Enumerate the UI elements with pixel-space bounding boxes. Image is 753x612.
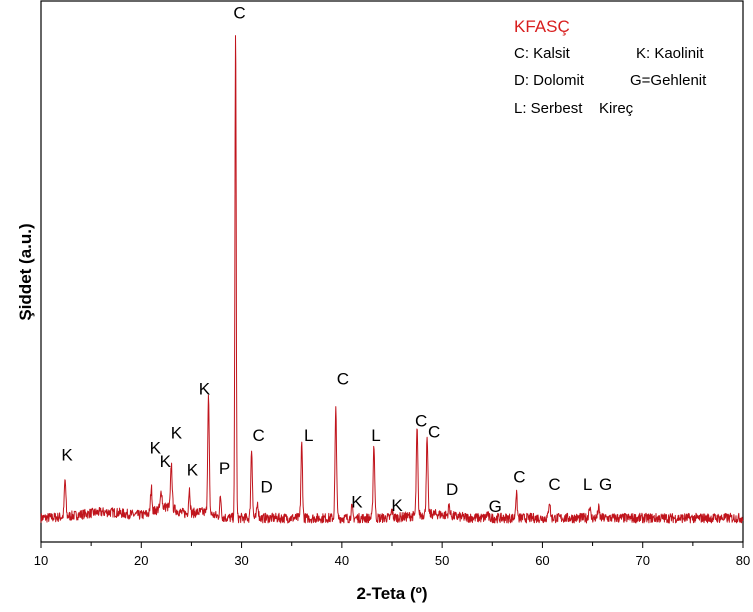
peak-label: C <box>513 468 525 487</box>
peak-label: K <box>160 452 172 471</box>
x-tick-label: 80 <box>736 553 750 568</box>
peak-label: C <box>415 411 427 430</box>
peak-label: K <box>351 492 363 511</box>
peak-label: C <box>233 4 245 23</box>
peak-label: K <box>150 438 162 457</box>
legend: KFASÇ C: Kalsit K: Kaolinit D: Dolomit G… <box>514 17 707 117</box>
peak-label: C <box>428 423 440 442</box>
x-axis-title: 2-Teta (º) <box>356 584 427 603</box>
x-tick-label: 30 <box>234 553 248 568</box>
peak-label: K <box>391 496 403 515</box>
peak-label: G <box>599 475 612 494</box>
peak-label: L <box>371 426 380 445</box>
legend-title: KFASÇ <box>514 17 570 36</box>
peak-label: D <box>446 480 458 499</box>
x-tick-label: 10 <box>34 553 48 568</box>
peak-label: K <box>171 424 183 443</box>
x-tick-label: 50 <box>435 553 449 568</box>
legend-item-dolomit: D: Dolomit <box>514 72 585 89</box>
legend-item-gehlenit: G=Gehlenit <box>630 72 707 89</box>
legend-item-serbest: L: Serbest <box>514 100 583 117</box>
peak-label: L <box>583 475 592 494</box>
peak-label: K <box>61 446 73 465</box>
peak-label: P <box>219 459 230 478</box>
x-tick-label: 70 <box>635 553 649 568</box>
peak-label: K <box>187 460 199 479</box>
peak-label: C <box>337 370 349 389</box>
x-tick-labels: 10 20 30 40 50 60 70 80 <box>34 553 750 568</box>
peak-label: D <box>261 478 273 497</box>
peak-label: C <box>252 426 264 445</box>
x-tick-label: 20 <box>134 553 148 568</box>
y-axis-title: Şiddet (a.u.) <box>16 223 35 320</box>
xrd-trace <box>40 35 744 524</box>
peak-label: C <box>548 475 560 494</box>
legend-item-kaolinit: K: Kaolinit <box>636 45 704 62</box>
x-tick-label: 40 <box>335 553 349 568</box>
x-tick-label: 60 <box>535 553 549 568</box>
peak-label: K <box>199 379 211 398</box>
peak-label: L <box>304 426 313 445</box>
peak-label: G <box>489 497 502 516</box>
legend-item-kalsit: C: Kalsit <box>514 45 571 62</box>
legend-item-kirec: Kireç <box>599 100 634 117</box>
x-ticks <box>40 542 744 548</box>
